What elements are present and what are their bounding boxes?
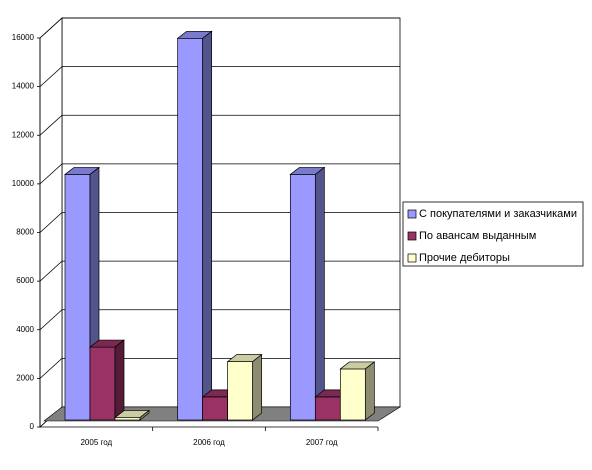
- bar-side: [364, 361, 375, 421]
- legend-swatch: [407, 231, 417, 241]
- y-tick-label: 0: [30, 422, 35, 431]
- y-tick-label: 14000: [12, 82, 35, 91]
- grid-line: [39, 357, 400, 379]
- y-tick-label: 16000: [12, 33, 35, 42]
- bar: [113, 409, 151, 421]
- legend-label: По авансам выданным: [419, 230, 536, 242]
- legend-swatch: [407, 253, 417, 263]
- bar-side: [314, 166, 325, 421]
- grid-line: [39, 309, 400, 331]
- bar-side: [114, 339, 125, 421]
- bar-front: [227, 361, 254, 421]
- grid-line: [39, 17, 400, 39]
- y-tick-label: 10000: [12, 179, 35, 188]
- bar: [226, 353, 263, 421]
- x-tick-label: 2005 год: [80, 438, 112, 447]
- bar-front: [64, 174, 91, 421]
- bar: [289, 166, 326, 421]
- grid-line: [39, 163, 400, 185]
- bar-front: [89, 346, 116, 421]
- bar: [339, 361, 376, 421]
- y-tick-label: 2000: [16, 373, 34, 382]
- bar-side: [139, 409, 150, 421]
- legend-label: С покупателями и заказчиками: [419, 208, 577, 220]
- y-tick-label: 8000: [16, 228, 34, 237]
- legend: С покупателями и заказчиками По авансам в…: [402, 201, 584, 267]
- legend-label: Прочие дебиторы: [419, 252, 510, 264]
- bar-front: [177, 37, 204, 421]
- bar-front: [314, 396, 341, 421]
- x-tick-label: 2006 год: [193, 438, 225, 447]
- y-tick-label: 6000: [16, 276, 34, 285]
- grid-line: [39, 260, 400, 282]
- bar: [176, 30, 213, 421]
- legend-box: [402, 201, 584, 267]
- grid-line: [39, 212, 400, 233]
- bar: [88, 339, 126, 421]
- legend-swatch: [407, 209, 417, 219]
- grid-line: [39, 114, 400, 136]
- bar-front: [202, 396, 229, 421]
- bar-front: [339, 368, 366, 421]
- bar-side: [202, 30, 213, 421]
- bar-front: [114, 417, 141, 421]
- bar-side: [252, 353, 263, 421]
- grid-line: [39, 66, 400, 87]
- y-tick-label: 12000: [12, 130, 35, 139]
- y-tick-label: 4000: [16, 325, 34, 334]
- x-tick-label: 2007 год: [306, 438, 338, 447]
- bar-front: [289, 174, 316, 421]
